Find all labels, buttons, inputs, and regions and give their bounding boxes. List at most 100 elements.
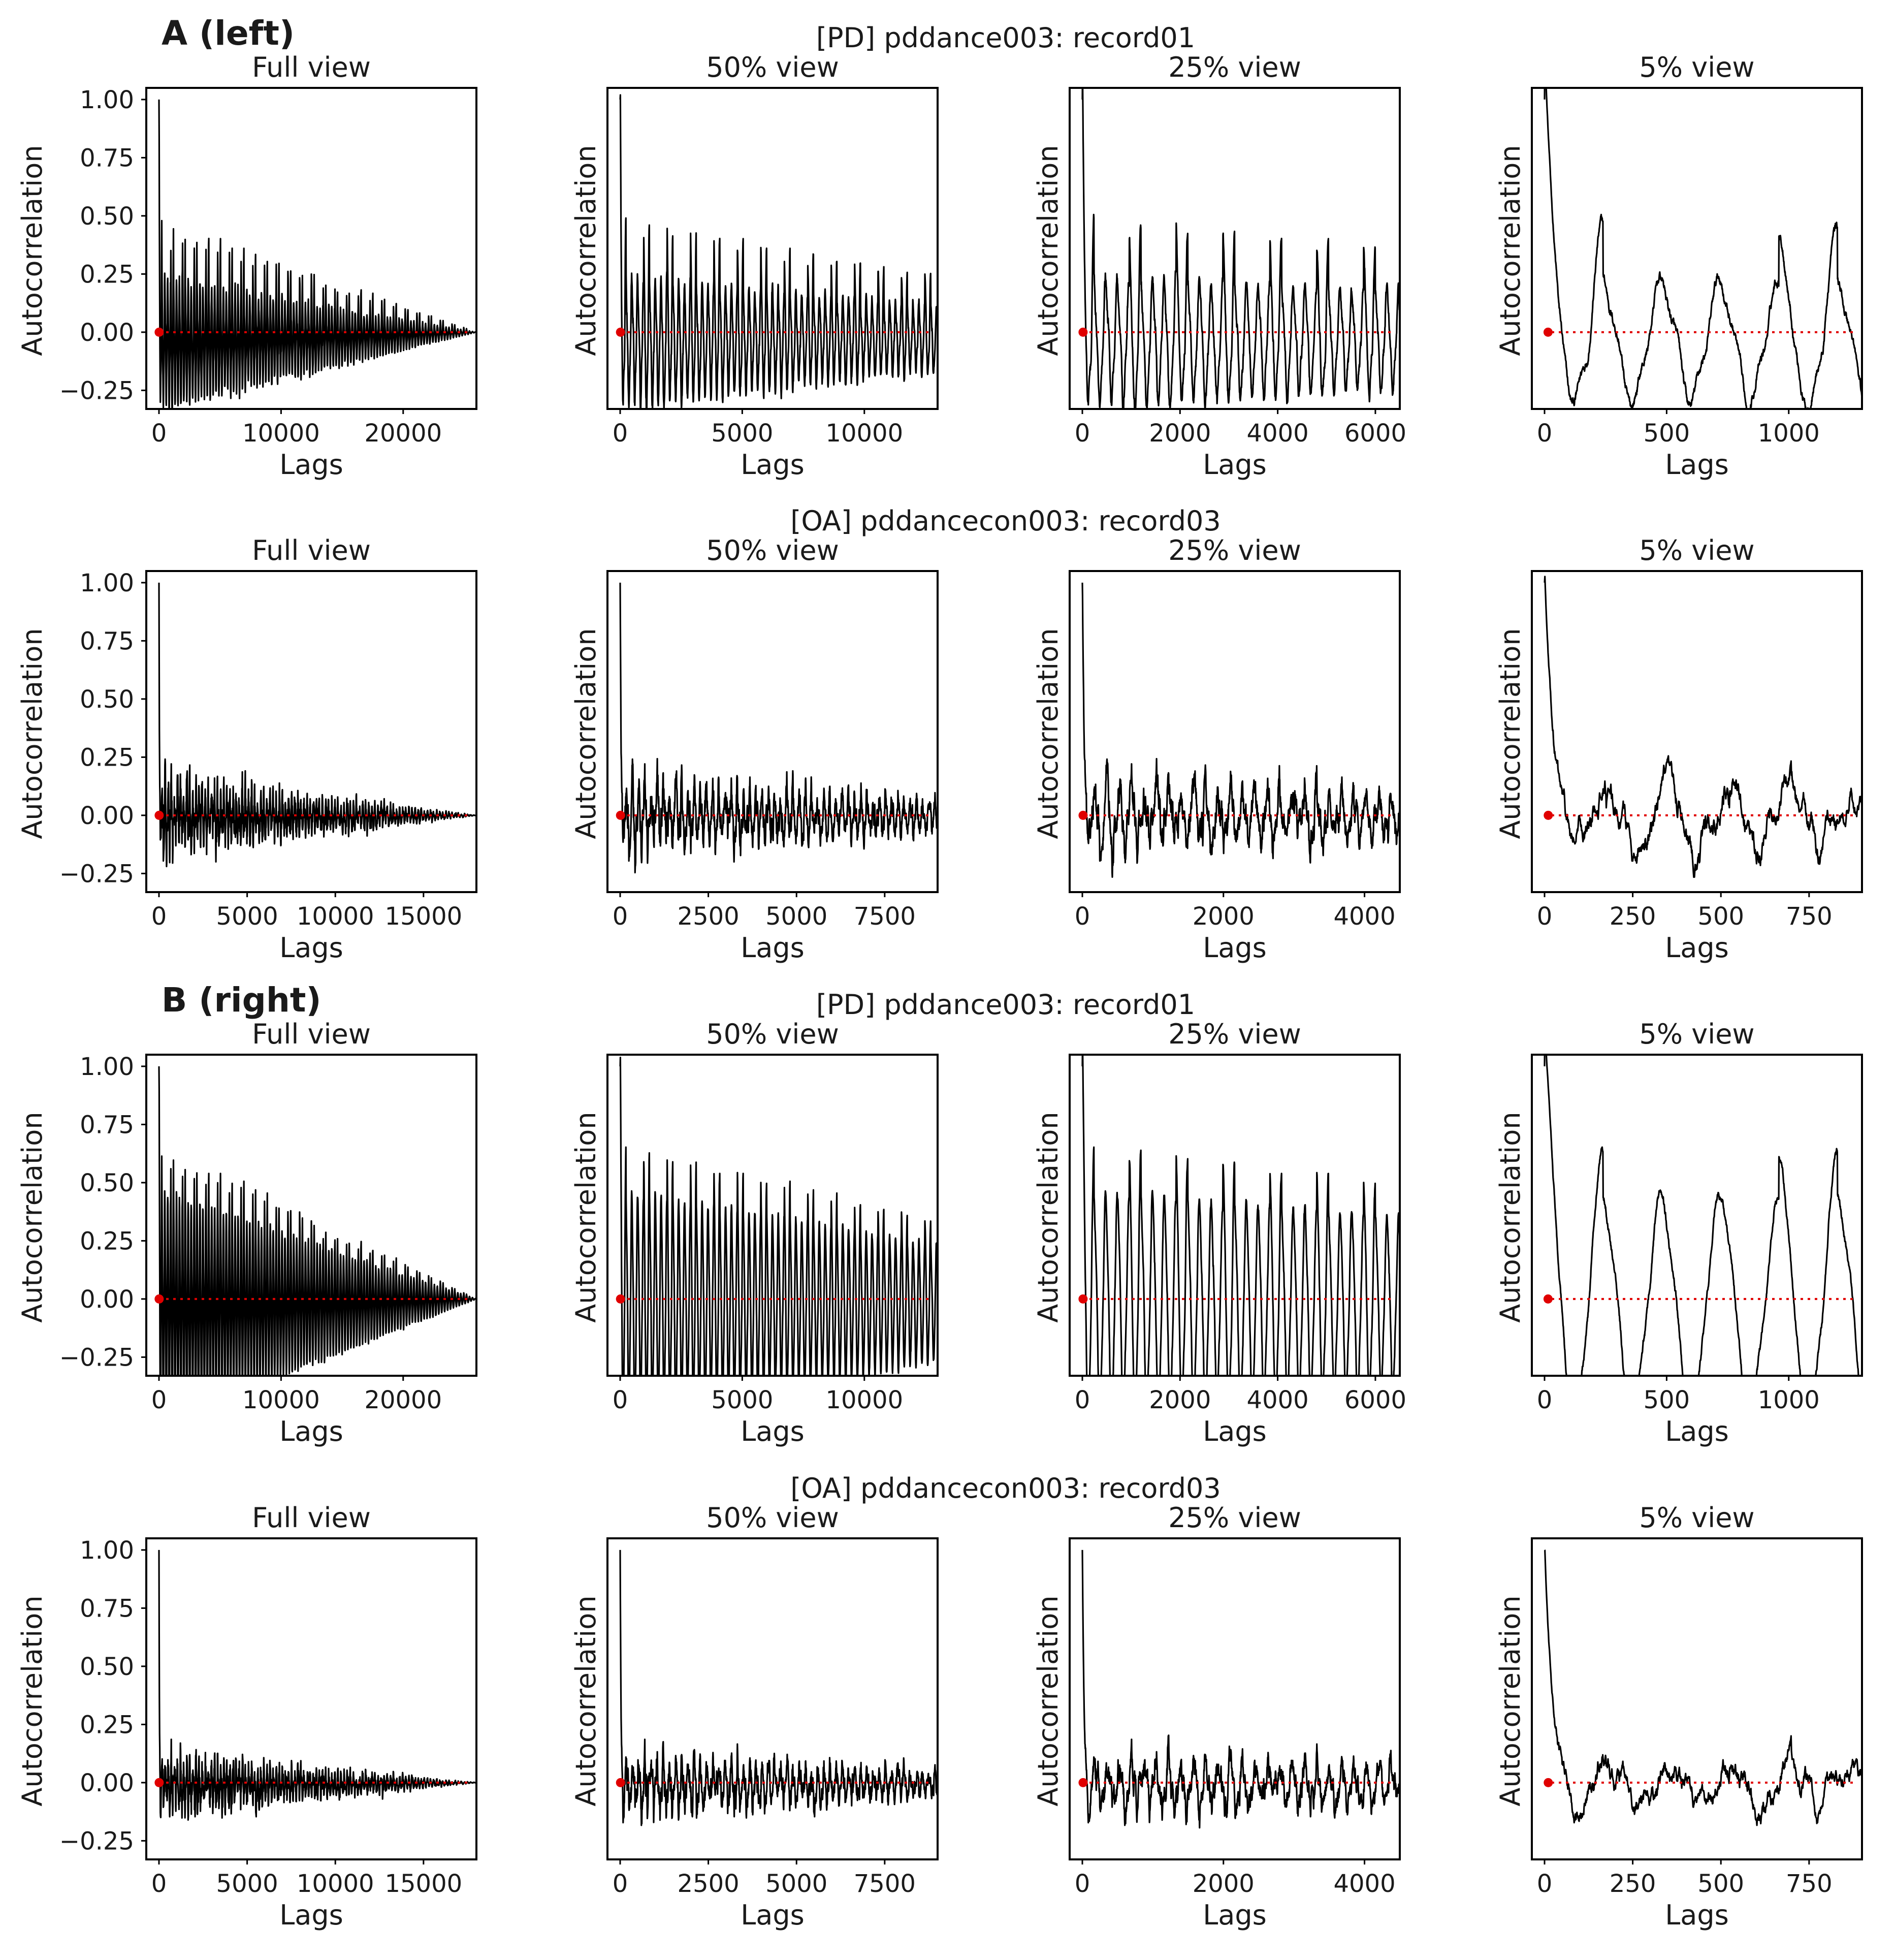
acf-series-line xyxy=(619,94,938,409)
x-axis-label: Lags xyxy=(1665,932,1729,964)
y-tick-label: 0.00 xyxy=(80,319,134,347)
x-tick-label: 1000 xyxy=(1758,419,1820,448)
row-title: [PD] pddance003: record01 xyxy=(816,989,1195,1021)
y-axis-label: Autocorrelation xyxy=(1494,145,1526,356)
x-axis-label: Lags xyxy=(1203,932,1267,964)
acf-series-line xyxy=(158,1066,476,1376)
y-axis-label: Autocorrelation xyxy=(1032,1595,1064,1806)
acf-series-line xyxy=(619,1056,938,1376)
y-tick-label: 1.00 xyxy=(80,1053,134,1081)
subplot: 50% view 0 5000 10000 Lags Autocorrelation xyxy=(570,51,939,481)
zero-crossing-marker xyxy=(1544,1778,1553,1787)
subplot: 50% view 0 2500 5000 7500 Lags Autocorrelation xyxy=(570,534,939,964)
y-tick-label: 0.25 xyxy=(80,743,134,772)
y-axis-label: Autocorrelation xyxy=(1032,145,1064,356)
subplot-title: Full view xyxy=(252,1018,371,1050)
x-axis-label: Lags xyxy=(1203,1899,1267,1931)
y-axis-label: Autocorrelation xyxy=(570,145,602,356)
plot-frame xyxy=(606,87,939,410)
x-axis-label: Lags xyxy=(279,1899,343,1931)
x-axis-label: Lags xyxy=(1665,1899,1729,1931)
acf-series-line xyxy=(1081,88,1400,409)
x-tick-label: 1000 xyxy=(1758,1386,1820,1414)
subplot-title: Full view xyxy=(252,534,371,566)
subplot-title: 5% view xyxy=(1639,1502,1754,1534)
y-axis-label: Autocorrelation xyxy=(16,145,48,356)
subplot-title: 50% view xyxy=(706,1502,839,1534)
y-axis-label: Autocorrelation xyxy=(1032,1112,1064,1322)
x-tick-label: 0 xyxy=(1075,1386,1090,1414)
subplot-title: 25% view xyxy=(1168,51,1301,83)
y-tick-label: 0.75 xyxy=(80,144,134,172)
x-tick-label: 500 xyxy=(1697,1870,1744,1898)
x-tick-label: 6000 xyxy=(1344,1386,1406,1414)
x-tick-label: 10000 xyxy=(242,1386,320,1414)
y-axis-label: Autocorrelation xyxy=(570,1112,602,1322)
y-axis-label: Autocorrelation xyxy=(570,628,602,839)
acf-series-line xyxy=(1544,576,1862,878)
subplot-title: 25% view xyxy=(1168,534,1301,566)
x-axis-label: Lags xyxy=(741,1899,805,1931)
x-tick-label: 0 xyxy=(1537,419,1553,448)
x-axis-label: Lags xyxy=(279,1415,343,1447)
x-tick-label: 2000 xyxy=(1149,1386,1211,1414)
subplot: 25% view 0 2000 4000 Lags Autocorrelation xyxy=(1032,1502,1401,1931)
y-tick-label: −0.25 xyxy=(59,1343,134,1372)
acf-series-line xyxy=(1081,1055,1400,1376)
y-tick-label: −0.25 xyxy=(59,376,134,405)
x-tick-label: 4000 xyxy=(1247,419,1309,448)
zero-crossing-marker xyxy=(1078,1294,1088,1304)
subplot: Full view 0 5000 10000 15000 Lags Autocorrelat… xyxy=(16,1502,477,1931)
acf-series-line xyxy=(158,1550,476,1821)
x-tick-label: 10000 xyxy=(825,419,903,448)
x-tick-label: 15000 xyxy=(384,902,462,931)
y-tick-label: 0.25 xyxy=(80,1227,134,1255)
y-tick-label: 0.00 xyxy=(80,802,134,830)
x-axis-label: Lags xyxy=(1203,1415,1267,1447)
x-tick-label: 20000 xyxy=(364,419,442,448)
acf-series-line xyxy=(1544,88,1862,409)
plot-frame xyxy=(1531,570,1863,893)
panel-letter: A (left) xyxy=(162,14,295,53)
x-tick-label: 0 xyxy=(151,1386,167,1414)
x-tick-label: 0 xyxy=(613,1386,628,1414)
subplot-title: 5% view xyxy=(1639,534,1754,566)
plot-frame xyxy=(606,1537,939,1860)
subplot: Full view 0 5000 10000 15000 Lags Autocorrelat… xyxy=(16,534,477,964)
zero-crossing-marker xyxy=(616,1294,625,1304)
x-tick-label: 10000 xyxy=(297,1870,374,1898)
x-tick-label: 2000 xyxy=(1193,1870,1255,1898)
y-axis-label: Autocorrelation xyxy=(570,1595,602,1806)
x-tick-label: 0 xyxy=(1537,1386,1553,1414)
subplot: 5% view 0 500 1000 Lags Autocorrelation xyxy=(1494,51,1863,481)
zero-crossing-marker xyxy=(616,810,625,820)
y-tick-label: 0.75 xyxy=(80,1111,134,1139)
x-tick-label: 5000 xyxy=(765,902,827,931)
x-tick-label: 2500 xyxy=(678,1870,740,1898)
x-axis-label: Lags xyxy=(1665,1415,1729,1447)
plot-frame xyxy=(606,1054,939,1377)
x-tick-label: 20000 xyxy=(364,1386,442,1414)
subplot-title: 5% view xyxy=(1639,51,1754,83)
x-tick-label: 4000 xyxy=(1333,902,1395,931)
y-tick-label: 0.50 xyxy=(80,685,134,714)
x-tick-label: 2000 xyxy=(1149,419,1211,448)
x-axis-label: Lags xyxy=(741,449,805,481)
subplot: Full view 0 10000 20000 Lags Autocorrelation 1… xyxy=(16,1018,477,1447)
x-tick-label: 5000 xyxy=(216,1870,278,1898)
x-tick-label: 0 xyxy=(151,902,167,931)
y-axis-label: Autocorrelation xyxy=(16,628,48,839)
x-tick-label: 750 xyxy=(1786,902,1833,931)
y-tick-label: 0.25 xyxy=(80,1711,134,1739)
x-tick-label: 4000 xyxy=(1247,1386,1309,1414)
plot-frame xyxy=(1069,1537,1401,1860)
subplot: 25% view 0 2000 4000 6000 Lags Autocorrelation xyxy=(1032,51,1406,481)
y-axis-label: Autocorrelation xyxy=(1494,1595,1526,1806)
y-tick-label: 1.00 xyxy=(80,1536,134,1565)
zero-crossing-marker xyxy=(616,327,625,337)
zero-crossing-marker xyxy=(1544,810,1553,820)
x-tick-label: 5000 xyxy=(711,1386,773,1414)
row-title: [OA] pddancecon003: record03 xyxy=(790,505,1220,537)
x-tick-label: 2500 xyxy=(678,902,740,931)
